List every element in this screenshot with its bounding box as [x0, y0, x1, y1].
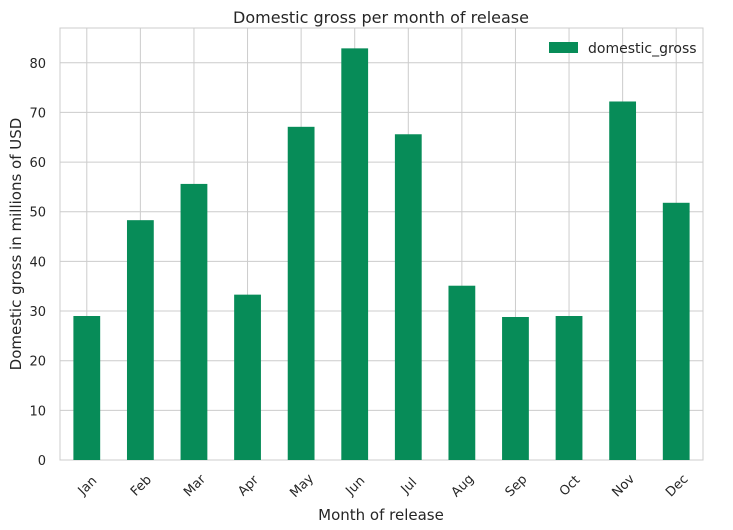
plot-area: [59, 27, 704, 461]
bar-apr: [234, 294, 261, 460]
y-tick-label: 50: [29, 206, 46, 221]
x-tick-label: Mar: [181, 472, 209, 500]
y-tick-label: 20: [29, 355, 46, 370]
bars: [73, 48, 690, 461]
bar-oct: [555, 316, 583, 460]
x-axis-label: Month of release: [318, 506, 444, 524]
y-tick-label: 70: [29, 106, 46, 121]
bar-dec: [662, 202, 690, 461]
x-tick-label: Sep: [503, 472, 531, 500]
y-tick-label: 30: [29, 305, 46, 320]
y-tick-label: 10: [29, 404, 46, 419]
y-tick-label: 40: [29, 255, 46, 270]
legend-swatch: [549, 42, 578, 53]
y-tick-label: 80: [29, 57, 46, 72]
bar-mar: [180, 183, 208, 460]
bar-aug: [448, 285, 476, 460]
plot-frame: [59, 27, 704, 461]
bar-jun: [341, 48, 369, 461]
x-tick-label: May: [287, 471, 317, 501]
x-tick-label: Jul: [398, 475, 420, 497]
x-tick-label: Aug: [449, 472, 478, 501]
y-axis-label: Domestic gross in millions of USD: [7, 118, 25, 371]
bar-jul: [394, 134, 422, 460]
x-tick-label: Jun: [343, 474, 369, 500]
grid-y: [60, 62, 703, 461]
x-tick-label: Feb: [128, 473, 155, 500]
x-tick-label: Oct: [557, 473, 584, 500]
chart-title: Domestic gross per month of release: [233, 8, 529, 27]
legend: domestic_gross: [549, 41, 697, 57]
bar-jan: [73, 316, 101, 460]
bar-feb: [126, 220, 154, 460]
bar-nov: [609, 101, 637, 460]
x-tick-labels: Jan Feb Mar Apr May Jun Jul Aug Sep Oct Nov Dec: [75, 471, 692, 501]
y-tick-label: 0: [38, 454, 46, 469]
x-tick-label: Dec: [663, 472, 691, 500]
legend-label: domestic_gross: [588, 41, 697, 57]
y-tick-labels: 0 10 20 30 40 50 60 70 80: [29, 57, 46, 469]
bar-may: [287, 126, 315, 461]
x-tick-label: Nov: [609, 472, 638, 501]
y-tick-label: 60: [29, 156, 46, 171]
bar-sep: [502, 316, 529, 460]
x-tick-label: Apr: [235, 472, 262, 499]
x-tick-label: Jan: [75, 474, 100, 499]
